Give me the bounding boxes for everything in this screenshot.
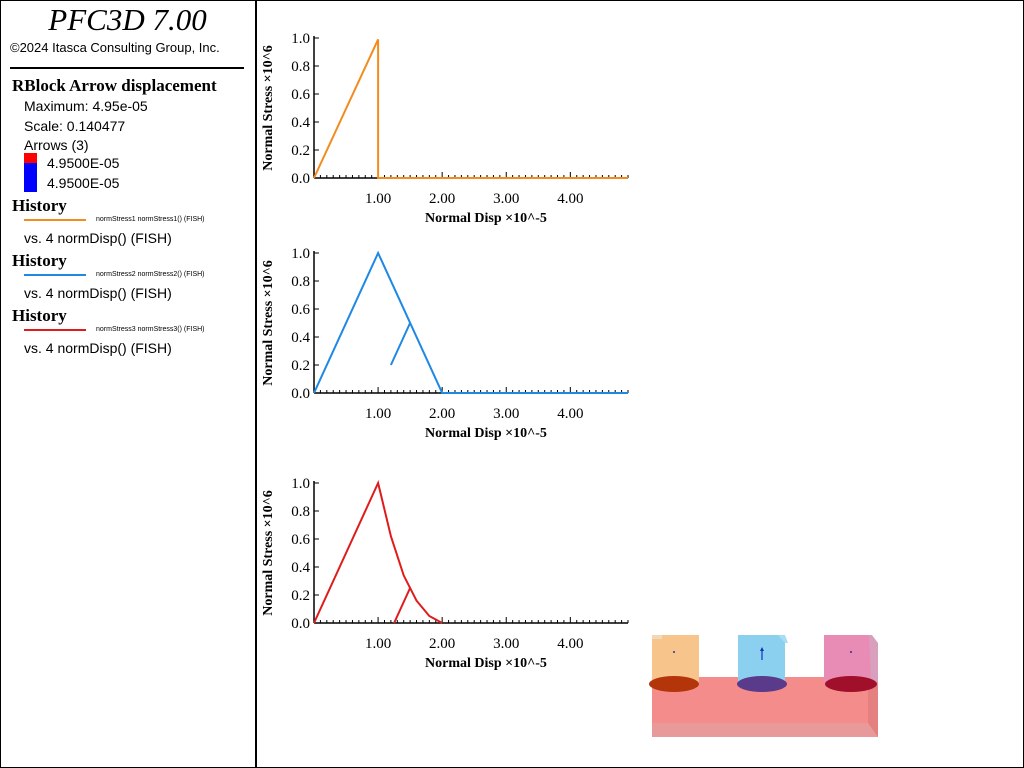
- y-tick-label: 0.4: [291, 560, 310, 576]
- chart-2: 0.0 0.2 0.4 0.6 0.8 1.0 1.00 2.00 3.00 4.00 Normal…: [261, 246, 629, 441]
- x-tick-label: 1.00: [365, 191, 391, 207]
- block-1: [652, 635, 699, 683]
- history-2-vs: vs. 4 normDisp() (FISH): [24, 285, 172, 301]
- series-line: [393, 587, 412, 624]
- y-axis-label: Normal Stress ×10^6: [261, 45, 276, 171]
- history-1-heading: History: [12, 196, 67, 215]
- y-tick-label: 1.0: [291, 31, 310, 47]
- x-tick-label: 1.00: [365, 406, 391, 422]
- x-tick-label: 1.00: [365, 636, 391, 652]
- app-title: PFC3D 7.00: [48, 2, 207, 37]
- legend-divider: [10, 67, 244, 69]
- blue-color-swatch: [24, 163, 37, 192]
- block-3: [824, 635, 871, 683]
- series-line: [313, 479, 443, 624]
- x-tick-label: 2.00: [429, 636, 455, 652]
- rblock-maximum: Maximum: 4.95e-05: [24, 98, 148, 114]
- history-3-line-swatch: [24, 329, 86, 331]
- red-color-swatch: [24, 153, 37, 163]
- y-tick-label: 1.0: [291, 246, 310, 262]
- y-axis-label: Normal Stress ×10^6: [261, 260, 276, 386]
- block-1-arrow: [673, 651, 675, 653]
- block-1-side: [652, 635, 662, 639]
- history-2-line-swatch: [24, 274, 86, 276]
- y-tick-label: 0.2: [291, 358, 310, 374]
- y-tick-label: 1.0: [291, 476, 310, 492]
- base-slab-side: [652, 720, 878, 737]
- panel-divider: [255, 0, 257, 768]
- base-slab-edge: [868, 677, 878, 737]
- x-tick-label: 3.00: [493, 406, 519, 422]
- x-tick-label: 3.00: [493, 191, 519, 207]
- history-3-heading: History: [12, 306, 67, 325]
- history-2-series: normStress2 normStress2() (FISH): [96, 271, 205, 278]
- x-tick-label: 4.00: [557, 191, 583, 207]
- y-tick-label: 0.8: [291, 504, 310, 520]
- x-tick-label: 2.00: [429, 191, 455, 207]
- rblock-entry-1: 4.9500E-05: [47, 155, 120, 171]
- series-line: [313, 38, 628, 179]
- model-scene: [649, 635, 878, 737]
- history-1-series: normStress1 normStress1() (FISH): [96, 216, 205, 223]
- x-tick-label: 4.00: [557, 636, 583, 652]
- y-tick-label: 0.4: [291, 330, 310, 346]
- rblock-entry-2: 4.9500E-05: [47, 175, 120, 191]
- y-tick-label: 0.0: [291, 616, 310, 632]
- history-1-vs: vs. 4 normDisp() (FISH): [24, 230, 172, 246]
- block-2-side: [778, 635, 788, 643]
- block-3-side: [869, 635, 878, 683]
- block-3-disk: [825, 676, 877, 692]
- copyright-text: ©2024 Itasca Consulting Group, Inc.: [10, 40, 220, 55]
- y-tick-label: 0.8: [291, 59, 310, 75]
- block-2-arrowhead: [760, 647, 764, 651]
- y-tick-label: 0.2: [291, 143, 310, 159]
- series-line: [389, 322, 412, 366]
- chart-1: 0.0 0.2 0.4 0.6 0.8 1.0 1.00 2.00 3.00 4.00 Normal…: [261, 31, 629, 226]
- block-3-arrow: [850, 651, 852, 653]
- y-tick-label: 0.6: [291, 302, 310, 318]
- series-line: [313, 250, 628, 394]
- y-tick-label: 0.6: [291, 532, 310, 548]
- history-3-vs: vs. 4 normDisp() (FISH): [24, 340, 172, 356]
- history-1-line-swatch: [24, 219, 86, 221]
- x-axis-label: Normal Disp ×10^-5: [425, 656, 547, 671]
- rblock-arrows-label: Arrows (3): [24, 137, 89, 153]
- x-axis-label: Normal Disp ×10^-5: [425, 426, 547, 441]
- history-2-heading: History: [12, 251, 67, 270]
- legend-panel: PFC3D 7.00 ©2024 Itasca Consulting Group…: [0, 0, 255, 768]
- history-3-series: normStress3 normStress3() (FISH): [96, 326, 205, 333]
- x-axis-label: Normal Disp ×10^-5: [425, 211, 547, 226]
- y-tick-label: 0.0: [291, 386, 310, 402]
- block-2-disk: [737, 676, 787, 692]
- rblock-heading: RBlock Arrow displacement: [12, 76, 217, 95]
- block-1-disk: [649, 676, 699, 692]
- y-tick-label: 0.4: [291, 115, 310, 131]
- y-tick-label: 0.6: [291, 87, 310, 103]
- x-tick-label: 2.00: [429, 406, 455, 422]
- rblock-scale: Scale: 0.140477: [24, 118, 126, 134]
- x-tick-label: 4.00: [557, 406, 583, 422]
- y-tick-label: 0.2: [291, 588, 310, 604]
- y-axis-label: Normal Stress ×10^6: [261, 490, 276, 616]
- chart-3: 0.0 0.2 0.4 0.6 0.8 1.0 1.00 2.00 3.00 4.00 Normal…: [261, 476, 629, 671]
- y-tick-label: 0.8: [291, 274, 310, 290]
- y-tick-label: 0.0: [291, 171, 310, 187]
- x-tick-label: 3.00: [493, 636, 519, 652]
